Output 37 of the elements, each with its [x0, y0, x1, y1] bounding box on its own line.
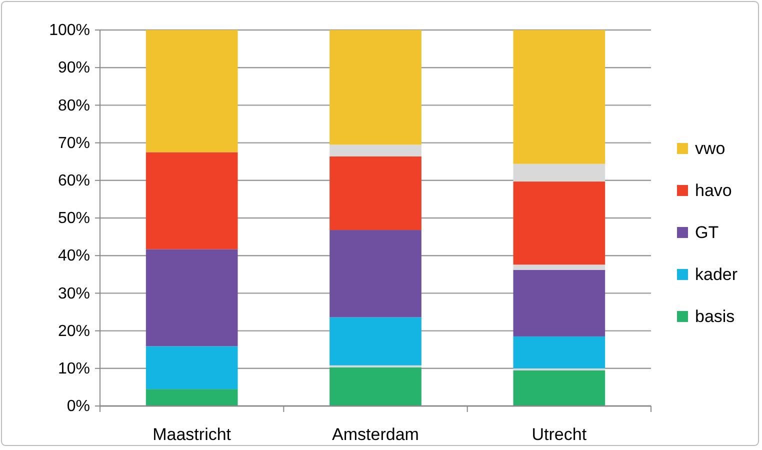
y-tick-label: 100% [49, 22, 90, 40]
bar [330, 367, 422, 406]
bar [513, 270, 606, 336]
y-tick-label: 90% [58, 60, 90, 77]
bar [146, 346, 238, 390]
y-tick-label: 20% [58, 322, 90, 340]
bar [513, 370, 606, 406]
bar [513, 264, 606, 270]
bar [330, 156, 422, 230]
x-tick-label: Utrecht [532, 425, 587, 444]
legend-label: havo [695, 181, 732, 200]
y-tick-label: 0% [66, 398, 90, 416]
legend-label: vwo [695, 139, 726, 158]
legend-label: kader [695, 265, 738, 284]
legend-label: GT [695, 223, 719, 242]
y-tick-label: 50% [58, 210, 90, 228]
bar [330, 144, 422, 156]
x-tick-label: Maastricht [152, 425, 232, 444]
bar [330, 317, 422, 366]
y-tick-label: 70% [58, 134, 90, 152]
x-tick-label: Amsterdam [332, 425, 419, 444]
y-tick-label: 40% [58, 248, 90, 265]
bar [146, 249, 238, 346]
bar [513, 164, 606, 182]
bar [330, 230, 422, 318]
legend-label: basis [695, 307, 735, 326]
bar [146, 152, 238, 250]
bar [146, 30, 238, 152]
bar [146, 389, 238, 406]
bar [513, 182, 606, 265]
y-tick-label: 10% [58, 360, 90, 378]
bar [513, 336, 606, 368]
y-tick-label: 80% [58, 97, 90, 114]
y-tick-label: 30% [58, 285, 90, 302]
bar [330, 30, 422, 145]
y-tick-label: 60% [58, 172, 90, 190]
bar [513, 30, 606, 164]
